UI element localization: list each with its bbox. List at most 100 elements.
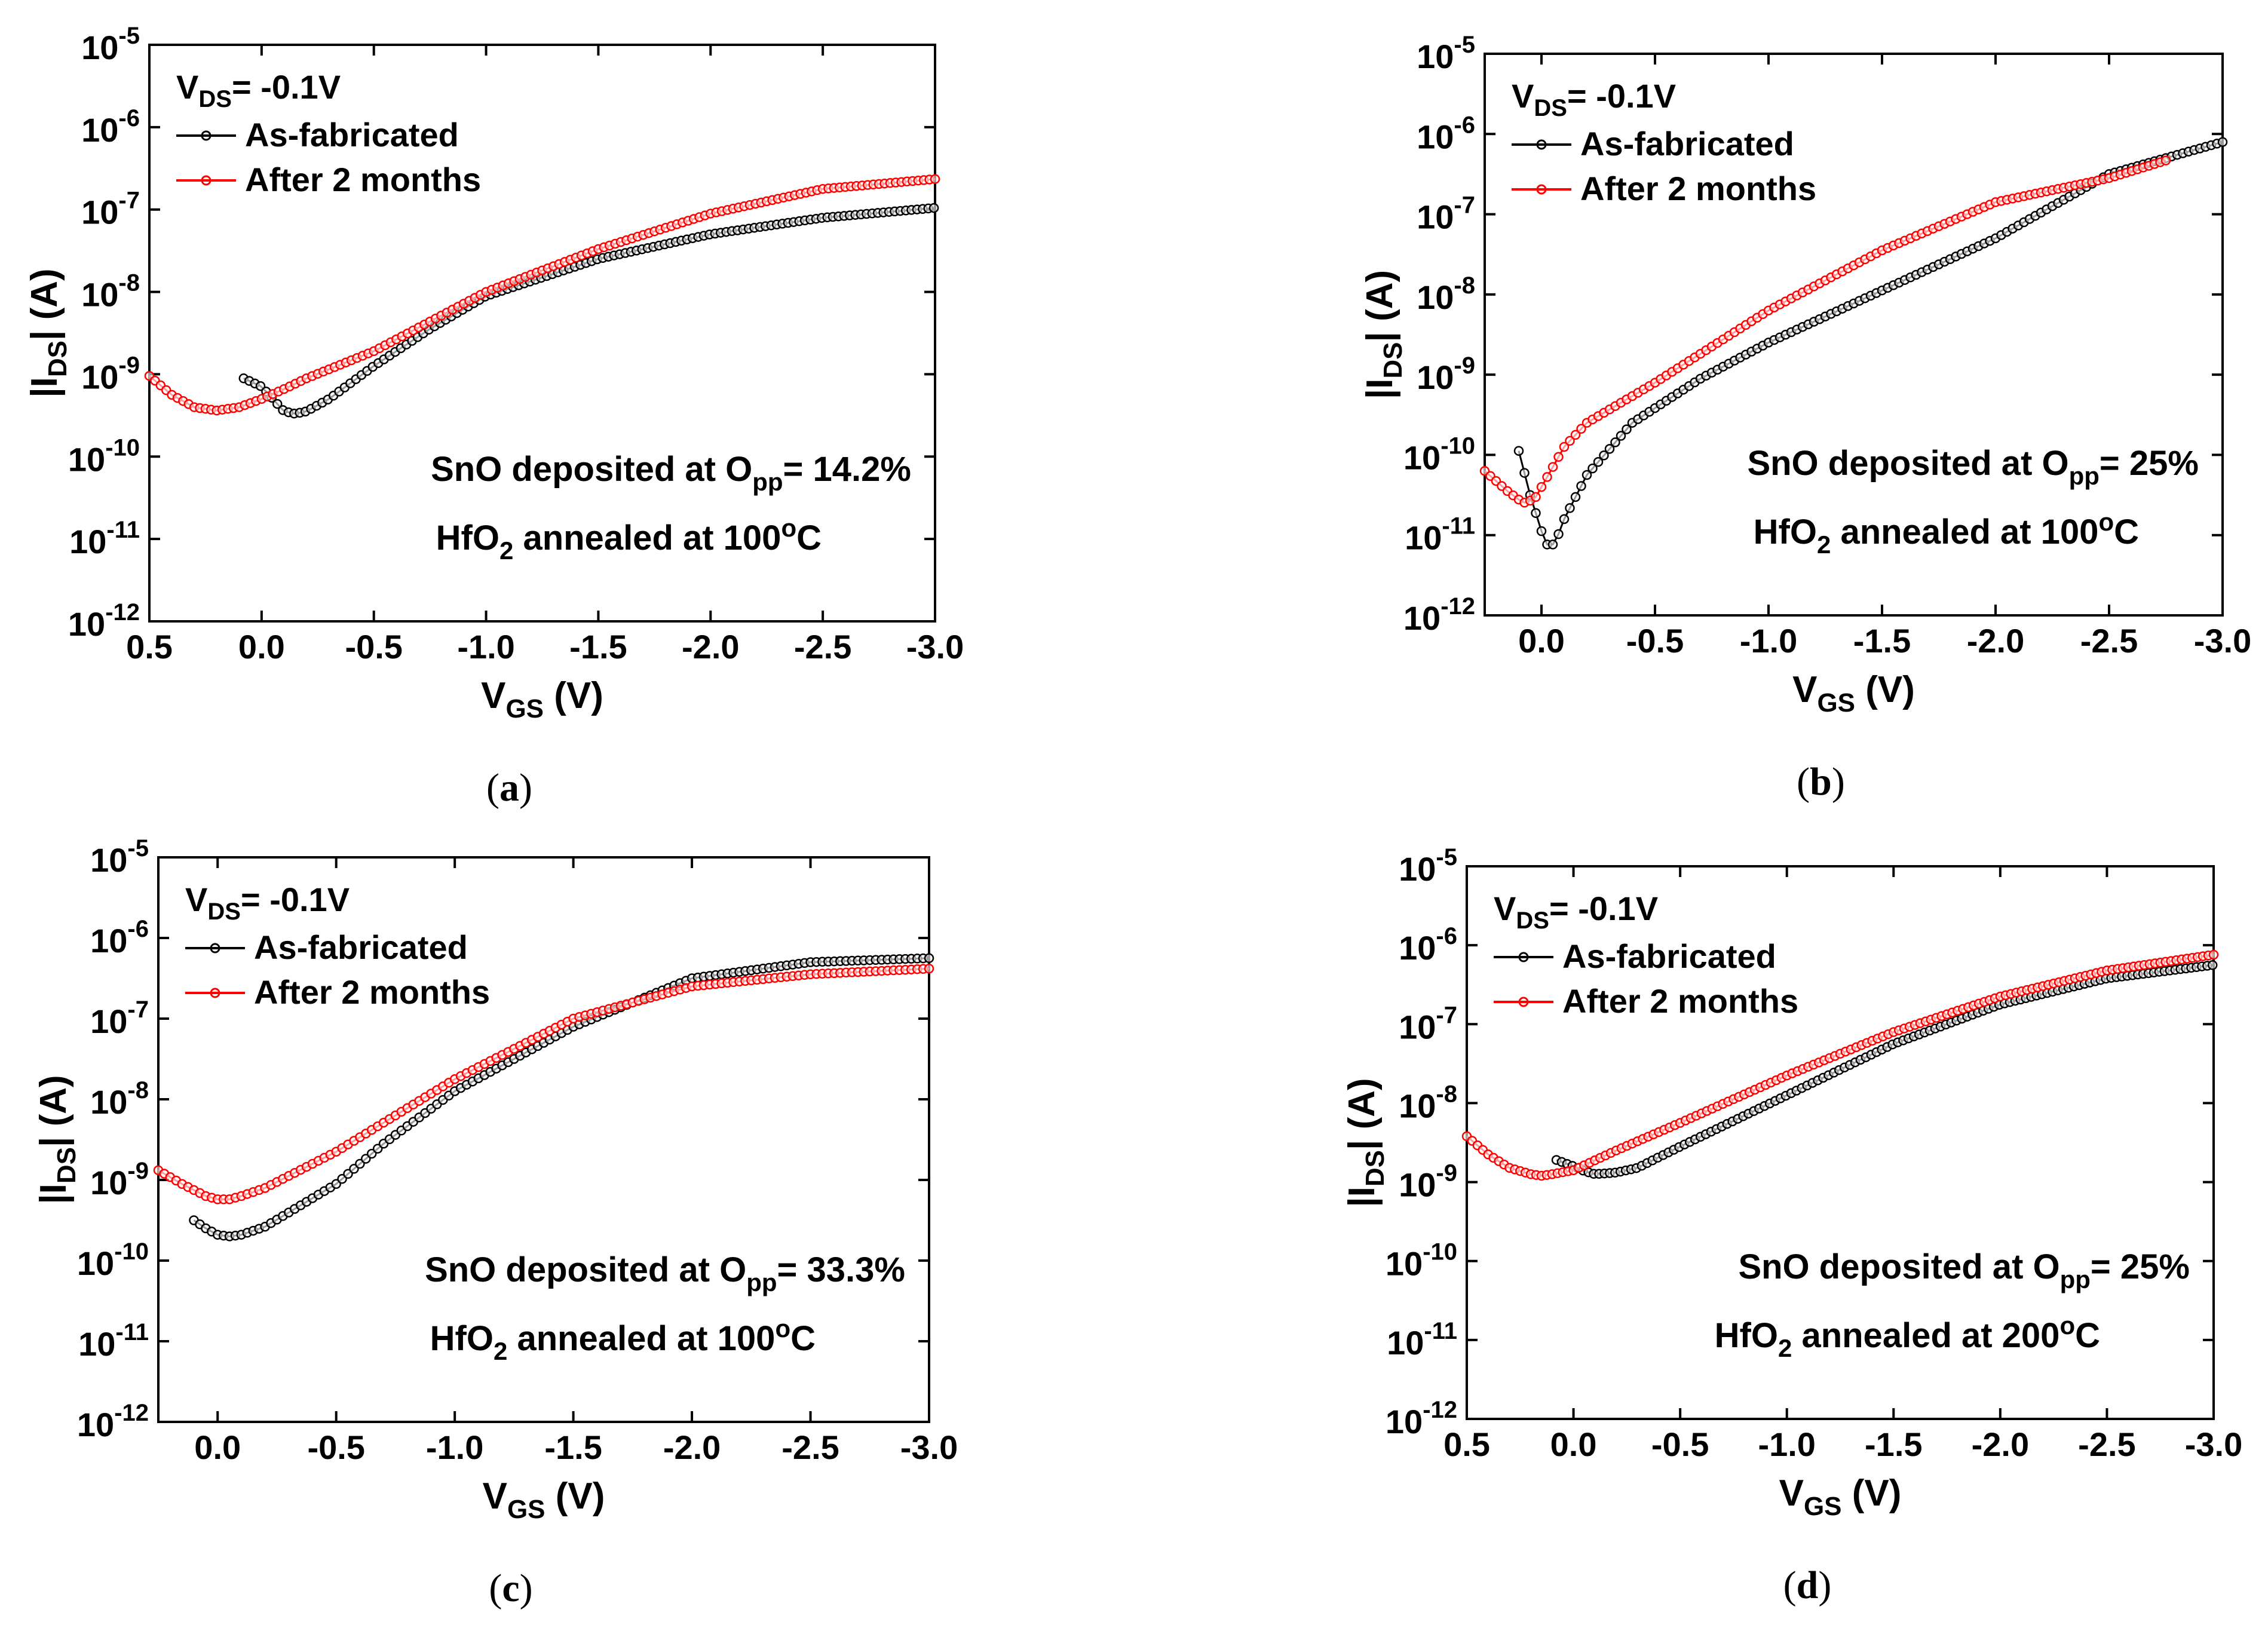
vds-annotation: VDS= -0.1V — [176, 68, 341, 112]
y-tick-label: 10-9 — [1399, 1160, 1457, 1204]
x-axis-label: VGS (V) — [1792, 669, 1915, 718]
x-tick-label: -1.5 — [569, 628, 627, 666]
y-tick-base: 10 — [1417, 278, 1454, 316]
series-after-2-months — [1479, 155, 2171, 508]
y-tick-label: 10-10 — [1403, 433, 1475, 476]
hfo2-annotation-pre: HfO — [430, 1319, 494, 1358]
x-tick-label: -1.0 — [1740, 622, 1798, 660]
data-point — [1553, 452, 1564, 462]
vds-main: V — [1512, 77, 1534, 115]
legend-marker — [201, 175, 212, 186]
x-tick-label: -0.5 — [345, 628, 403, 666]
y-tick-label: 10-5 — [1399, 844, 1457, 888]
legend-marker — [210, 943, 220, 954]
y-tick-label: 10-10 — [77, 1238, 149, 1282]
y-tick-base: 10 — [68, 605, 105, 643]
hfo2-annotation-sub: 2 — [499, 536, 513, 565]
y-tick-exponent: -7 — [1436, 1002, 1457, 1028]
y-tick-label: 10-9 — [90, 1158, 149, 1201]
hfo2-annotation-mid: annealed at 100 — [1831, 513, 2098, 551]
x-axis-label-sub: GS — [1804, 1492, 1842, 1521]
y-tick-label: 10-11 — [69, 517, 140, 560]
y-tick-exponent: -12 — [1423, 1397, 1457, 1423]
caption-close: ) — [519, 766, 532, 810]
data-point — [1542, 472, 1552, 482]
vds-sub: DS — [207, 899, 241, 925]
x-tick-label: -1.5 — [1853, 622, 1911, 660]
data-point — [930, 174, 940, 184]
legend-label: After 2 months — [254, 973, 490, 1011]
sno-annotation: SnO deposited at Opp= 33.3% — [425, 1250, 905, 1296]
x-tick-label: 0.5 — [1443, 1425, 1490, 1463]
y-tick-exponent: -5 — [1454, 32, 1475, 58]
y-axis-label: |IDS| (A) — [1359, 270, 1408, 399]
y-tick-label: 10-12 — [77, 1400, 149, 1443]
y-tick-base: 10 — [90, 1164, 127, 1201]
vds-annotation: VDS= -0.1V — [1512, 77, 1676, 121]
plot-frame — [1466, 865, 2215, 1420]
data-point — [1559, 514, 1570, 525]
hfo2-annotation-mid: annealed at 100 — [513, 519, 781, 557]
x-tick-label: -1.5 — [544, 1428, 602, 1466]
y-tick-exponent: -10 — [1423, 1239, 1457, 1265]
y-axis-label: |IDS| (A) — [33, 1075, 81, 1204]
data-point — [1593, 456, 1604, 467]
y-tick-base: 10 — [81, 358, 118, 396]
y-tick-exponent: -11 — [1442, 513, 1475, 539]
y-tick-exponent: -6 — [118, 105, 140, 131]
x-axis-label-main: V — [483, 1476, 507, 1517]
chart-panel-d: 0.5 0.0 -0.5 -1.0 -1.5 -2.0 -2.5 -3.010-1210-11… — [1341, 844, 2242, 1607]
vds-value: = -0.1V — [1549, 890, 1658, 927]
caption-letter: d — [1797, 1563, 1819, 1607]
caption-open: ( — [1797, 760, 1810, 804]
caption-letter: b — [1810, 760, 1832, 804]
sno-annotation-sub: pp — [2060, 1265, 2091, 1293]
vds-sub: DS — [1516, 908, 1549, 934]
vds-main: V — [176, 68, 198, 106]
data-point — [1553, 529, 1564, 539]
x-axis-label: VGS (V) — [483, 1476, 605, 1524]
sno-annotation-post: = 25% — [2091, 1247, 2190, 1286]
x-tick-label: -2.0 — [682, 628, 740, 666]
hfo2-annotation-post: C — [796, 519, 822, 557]
hfo2-annotation-pre: HfO — [1754, 513, 1817, 551]
y-tick-label: 10-12 — [1403, 593, 1475, 637]
y-tick-exponent: -9 — [1436, 1160, 1457, 1187]
y-tick-exponent: -8 — [1454, 272, 1475, 299]
series-after-2-months — [153, 964, 934, 1204]
x-axis-label-sub: GS — [1817, 688, 1855, 718]
caption-open: ( — [489, 1566, 502, 1610]
y-axis-label-pre: |I — [1341, 1187, 1383, 1207]
y-tick-base: 10 — [69, 523, 106, 560]
hfo2-annotation-post: C — [2075, 1316, 2100, 1355]
hfo2-annotation-sub: 2 — [1778, 1334, 1792, 1362]
y-tick-exponent: -11 — [115, 1319, 149, 1345]
y-tick-exponent: -7 — [1454, 192, 1475, 219]
legend-marker — [1536, 139, 1547, 150]
hfo2-annotation: HfO2 annealed at 100oC — [430, 1314, 816, 1365]
y-tick-label: 10-12 — [1386, 1397, 1457, 1440]
data-point — [924, 964, 934, 974]
sno-annotation-sub: pp — [752, 468, 783, 496]
legend-label: After 2 months — [1580, 170, 1816, 207]
hfo2-annotation-post: C — [2114, 513, 2139, 551]
series-as-fabricated — [238, 203, 939, 419]
sno-annotation-pre: SnO deposited at O — [1738, 1247, 2059, 1286]
y-tick-exponent: -10 — [105, 434, 140, 461]
data-point — [1587, 463, 1598, 474]
x-tick-label: -0.5 — [307, 1428, 365, 1466]
y-tick-base: 10 — [81, 29, 118, 66]
caption-letter: c — [502, 1566, 519, 1610]
y-tick-base: 10 — [1387, 1324, 1424, 1362]
legend-label: After 2 months — [1562, 982, 1798, 1020]
x-axis-label-main: V — [481, 675, 505, 716]
y-tick-base: 10 — [1399, 850, 1436, 888]
y-tick-base: 10 — [77, 1406, 114, 1443]
y-tick-label: 10-7 — [1417, 192, 1475, 236]
legend-marker — [1518, 952, 1529, 962]
data-point — [1570, 430, 1581, 440]
sno-annotation-pre: SnO deposited at O — [1747, 444, 2068, 483]
y-tick-label: 10-11 — [1387, 1318, 1457, 1362]
y-axis-label-pre: |I — [33, 1184, 75, 1204]
